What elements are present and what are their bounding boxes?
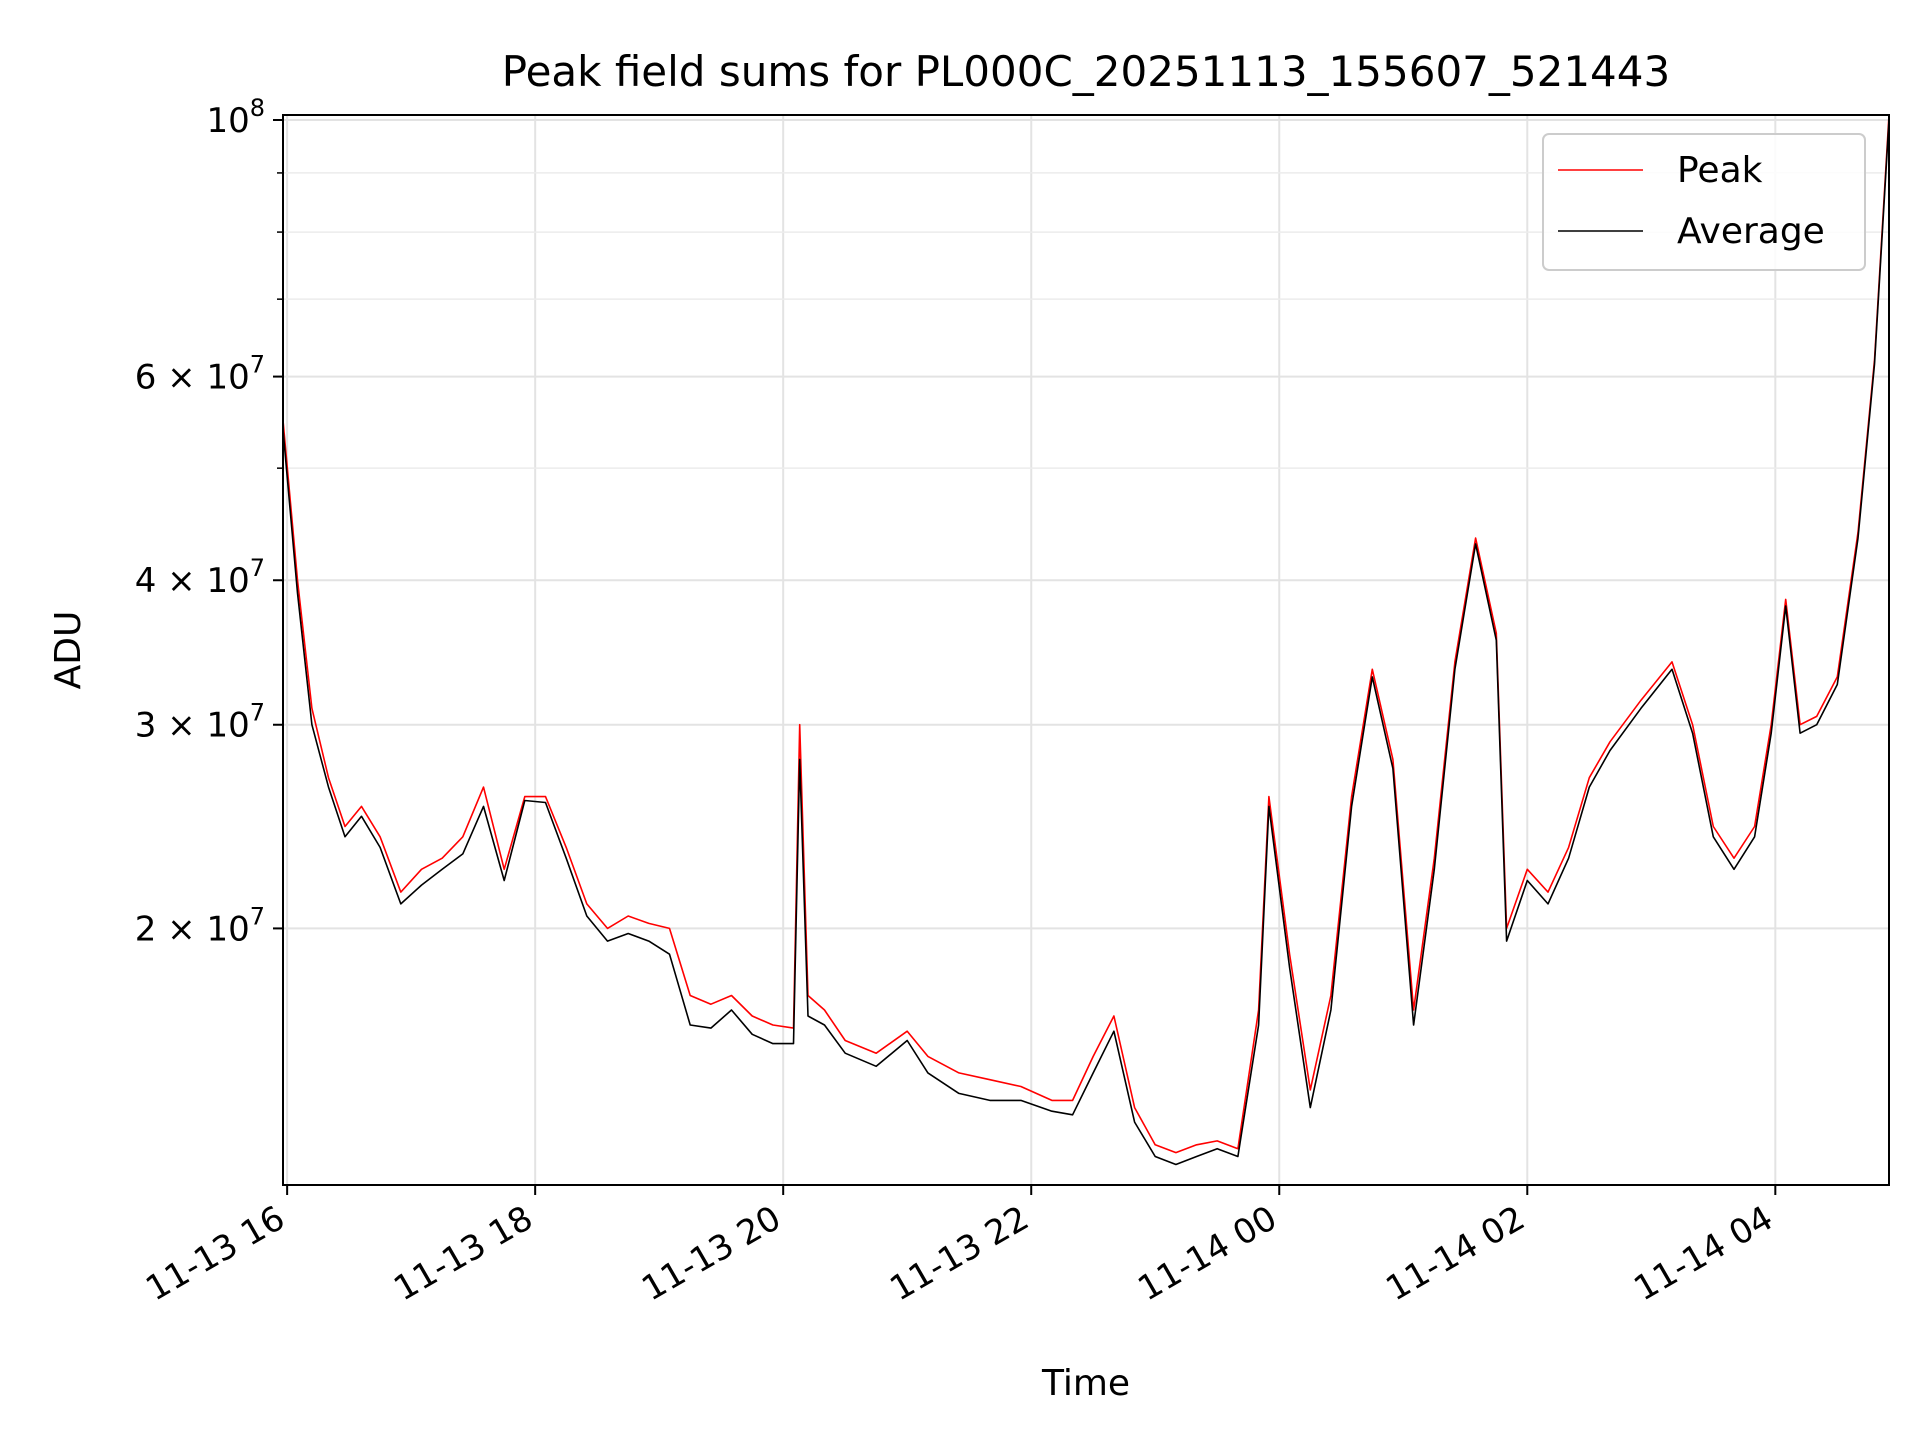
legend: Peak Average	[1542, 133, 1866, 271]
x-axis-label: Time	[1041, 1363, 1130, 1404]
series-line-average	[282, 119, 1890, 1166]
x-axis: 11-13 16 11-13 18 11-13 20 11-13 22 11-14 00…	[139, 1185, 1780, 1309]
plot-frame	[282, 114, 1890, 1186]
x-tick-label: 11-13 22	[883, 1198, 1035, 1309]
grid	[283, 115, 1889, 1185]
y-tick-label: 108	[206, 94, 265, 141]
x-tick-label: 11-13 20	[635, 1198, 787, 1309]
series-line-peak	[282, 114, 1890, 1154]
y-tick-label: 2 × 107	[135, 902, 265, 949]
chart-title: Peak field sums for PL000C_20251113_1556…	[502, 47, 1670, 96]
plot-series	[282, 114, 1890, 1166]
legend-label-average: Average	[1677, 211, 1825, 252]
y-axis: 108 6 × 107 4 × 107 3 × 107 2 × 107	[135, 94, 283, 949]
legend-box	[1542, 133, 1866, 271]
y-tick-label: 4 × 107	[135, 554, 265, 601]
x-tick-label: 11-14 04	[1627, 1198, 1779, 1309]
y-axis-label: ADU	[48, 611, 89, 690]
y-tick-label: 3 × 107	[135, 699, 265, 746]
y-tick-label: 6 × 107	[135, 351, 265, 398]
legend-label-peak: Peak	[1677, 150, 1763, 191]
x-tick-label: 11-14 02	[1379, 1198, 1531, 1309]
x-tick-label: 11-13 18	[387, 1198, 539, 1309]
x-tick-label: 11-14 00	[1131, 1198, 1283, 1309]
x-tick-label: 11-13 16	[139, 1198, 291, 1309]
